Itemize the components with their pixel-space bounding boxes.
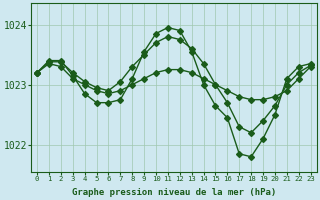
X-axis label: Graphe pression niveau de la mer (hPa): Graphe pression niveau de la mer (hPa) <box>72 188 276 197</box>
